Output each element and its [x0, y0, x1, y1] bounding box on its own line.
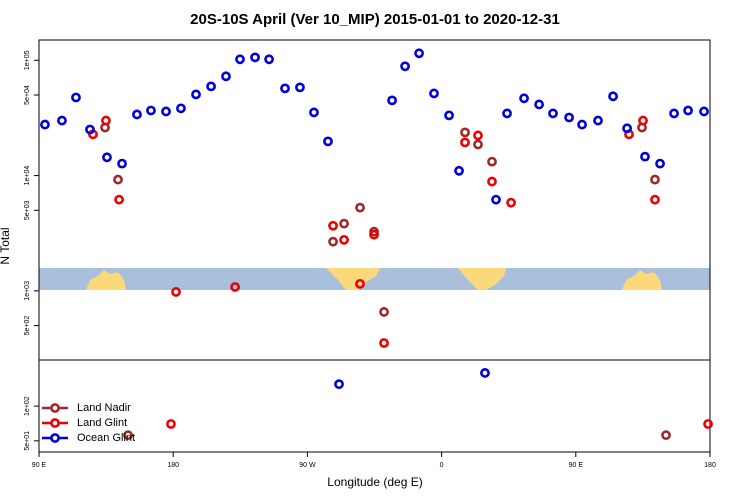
point: [123, 430, 133, 441]
point: [280, 83, 290, 94]
point: [473, 139, 483, 150]
point: [102, 152, 112, 163]
y-tick-label: 1e+05: [24, 50, 31, 70]
point: [564, 112, 574, 123]
point: [250, 52, 260, 63]
point: [328, 220, 338, 231]
point: [506, 197, 516, 208]
point: [40, 119, 50, 130]
legend-label: Ocean Glint: [77, 432, 135, 444]
point: [191, 89, 201, 100]
point: [339, 218, 349, 229]
x-tick-label: 0: [440, 462, 444, 469]
legend-label: Land Nadir: [77, 402, 131, 414]
legend-marker: [50, 403, 60, 413]
legend-label: Land Glint: [77, 417, 127, 429]
point: [101, 115, 111, 126]
point: [264, 54, 274, 65]
point: [339, 234, 349, 245]
point: [71, 92, 81, 103]
point: [444, 110, 454, 121]
point: [117, 158, 127, 169]
x-tick-label: 90 E: [569, 462, 584, 469]
point: [334, 379, 344, 390]
point: [400, 61, 410, 72]
point: [650, 194, 660, 205]
y-tick-label: 1e+04: [24, 166, 31, 186]
y-axis-label: N Total: [0, 227, 12, 264]
point: [491, 194, 501, 205]
point: [221, 71, 231, 82]
point: [480, 368, 490, 378]
point: [379, 307, 389, 317]
point: [519, 93, 529, 104]
point: [460, 137, 470, 148]
x-tick-label: 180: [167, 462, 179, 469]
point: [473, 130, 483, 141]
point: [323, 136, 333, 147]
point: [146, 105, 156, 116]
point: [309, 107, 319, 118]
point: [650, 174, 660, 185]
point: [206, 81, 216, 92]
point: [176, 103, 186, 114]
point: [387, 95, 397, 106]
point: [414, 48, 424, 59]
point: [487, 156, 497, 167]
point: [429, 88, 439, 99]
point: [661, 430, 671, 441]
y-tick-label: 1e+03: [24, 281, 31, 301]
x-tick-label: 90 E: [32, 462, 47, 469]
point: [703, 419, 713, 429]
point: [593, 115, 603, 126]
point: [460, 127, 470, 138]
point: [669, 108, 679, 119]
y-tick-label: 5e+03: [24, 200, 31, 220]
point: [534, 99, 545, 110]
point: [487, 176, 497, 187]
x-tick-label: 90 W: [299, 462, 316, 469]
point: [379, 338, 389, 348]
point: [57, 115, 67, 126]
point: [132, 109, 142, 120]
plot-frame: [38, 39, 711, 453]
y-tick-label: 1e+02: [24, 396, 31, 416]
x-tick-label: 180: [704, 462, 716, 469]
point: [171, 287, 181, 297]
point: [369, 229, 379, 240]
point: [640, 151, 650, 162]
point: [577, 119, 587, 130]
point: [683, 105, 693, 116]
point: [638, 115, 648, 126]
point: [355, 278, 365, 289]
point: [85, 124, 95, 135]
point: [328, 236, 338, 247]
legend-marker: [50, 418, 60, 428]
point: [502, 108, 512, 119]
point: [622, 123, 632, 134]
point: [113, 174, 123, 185]
chart-title: 20S-10S April (Ver 10_MIP) 2015-01-01 to…: [190, 11, 560, 28]
point: [548, 108, 558, 119]
point: [699, 106, 709, 117]
point: [161, 106, 171, 117]
point: [655, 158, 665, 169]
y-tick-label: 5e+01: [24, 431, 31, 451]
map-strip: [39, 268, 710, 290]
point: [608, 91, 618, 102]
point: [230, 282, 240, 292]
point: [454, 165, 464, 176]
y-tick-label: 5e+04: [24, 85, 31, 105]
point: [114, 194, 124, 205]
x-axis-label: Longitude (deg E): [327, 475, 422, 489]
y-tick-label: 5e+02: [24, 316, 31, 336]
point: [166, 419, 176, 429]
point: [295, 82, 305, 93]
legend-marker: [50, 433, 60, 443]
point: [355, 202, 365, 213]
point: [235, 54, 245, 65]
